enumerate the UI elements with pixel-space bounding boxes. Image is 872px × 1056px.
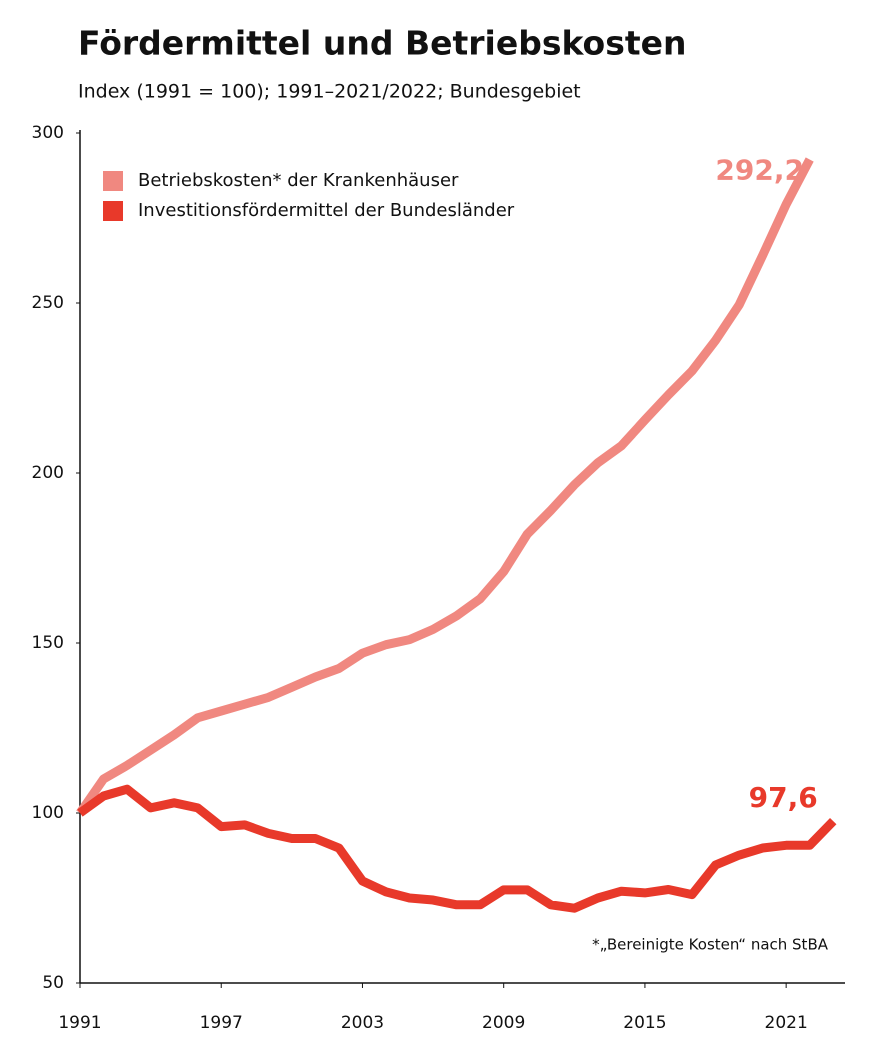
legend-swatch xyxy=(103,171,123,191)
y-tick-label: 100 xyxy=(32,803,64,823)
line xyxy=(76,157,814,816)
x-tick-label: 2009 xyxy=(482,1013,525,1033)
x-tick-label: 2003 xyxy=(341,1013,384,1033)
x-tick-label: 2015 xyxy=(623,1013,666,1033)
line xyxy=(77,784,837,913)
x-tick-label: 1991 xyxy=(58,1013,101,1033)
value-label: 292,2 xyxy=(715,154,804,187)
chart-title: Fördermittel und Betriebskosten xyxy=(78,24,687,63)
y-tick-label: 50 xyxy=(42,973,64,993)
annotation: *„Bereinigte Kosten“ nach StBA xyxy=(592,936,829,954)
chart-subtitle: Index (1991 = 100); 1991–2021/2022; Bund… xyxy=(78,81,581,103)
x-tick-label: 1997 xyxy=(200,1013,243,1033)
y-tick-label: 250 xyxy=(32,293,64,313)
y-tick-label: 200 xyxy=(32,463,64,483)
legend-swatch xyxy=(103,201,123,221)
x-tick-label: 2021 xyxy=(765,1013,808,1033)
y-tick-label: 300 xyxy=(32,123,64,143)
value-label: 97,6 xyxy=(749,781,818,814)
legend-label: Investitionsfördermittel der Bundeslände… xyxy=(138,200,515,221)
y-tick-label: 150 xyxy=(32,633,64,653)
legend-label: Betriebskosten* der Krankenhäuser xyxy=(138,170,459,191)
